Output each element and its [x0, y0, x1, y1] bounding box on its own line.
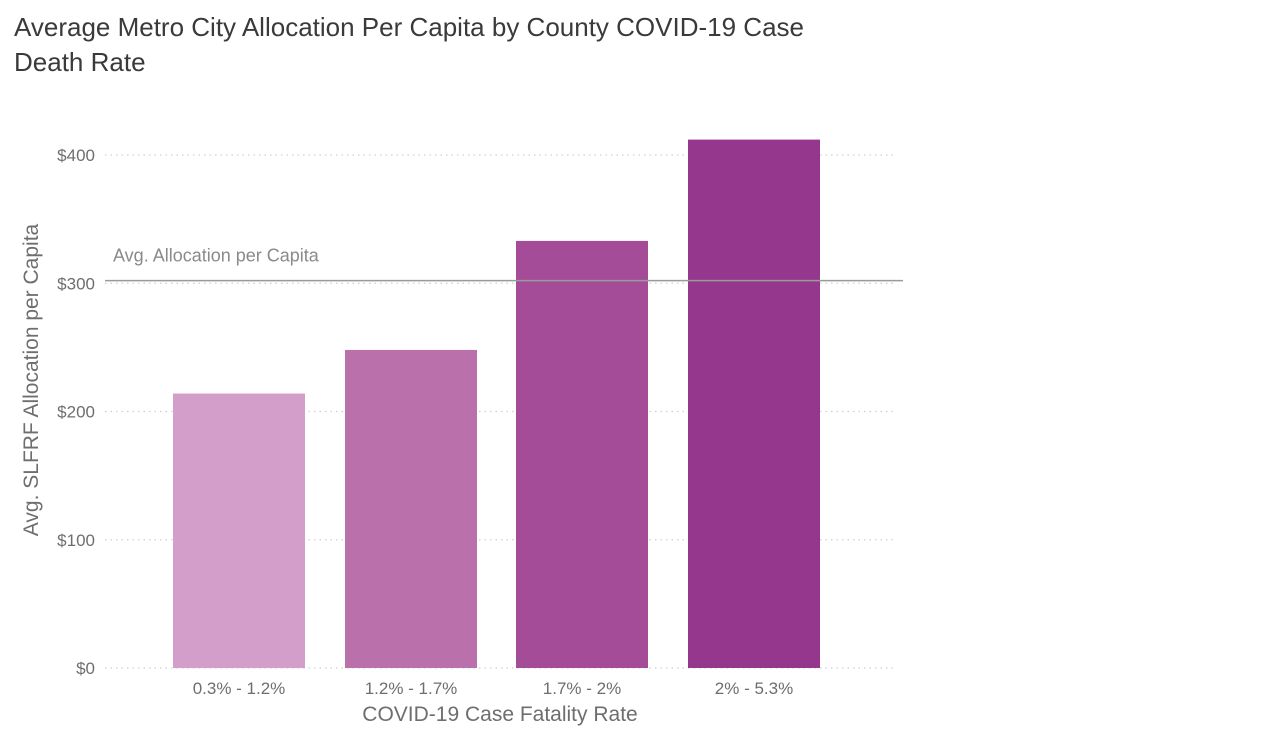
reference-line-label: Avg. Allocation per Capita [113, 246, 320, 266]
bars [173, 139, 820, 669]
y-tick-label: $200 [57, 403, 95, 422]
x-tick-label: 2% - 5.3% [715, 679, 793, 698]
x-axis-title: COVID-19 Case Fatality Rate [362, 703, 637, 726]
bar [173, 393, 305, 668]
x-tick-label: 1.2% - 1.7% [365, 679, 458, 698]
reference-line-group: Avg. Allocation per Capita [105, 246, 903, 282]
y-axis-ticks: $0 $100 $200 $300 $400 [57, 146, 95, 678]
x-axis-ticks: 0.3% - 1.2% 1.2% - 1.7% 1.7% - 2% 2% - 5.3% [193, 679, 794, 698]
y-tick-label: $100 [57, 531, 95, 550]
chart-title: Average Metro City Allocation Per Capita… [14, 12, 804, 77]
y-tick-label: $300 [57, 274, 95, 293]
x-tick-label: 1.7% - 2% [543, 679, 621, 698]
y-tick-label: $0 [76, 659, 95, 678]
x-tick-label: 0.3% - 1.2% [193, 679, 286, 698]
bar [688, 139, 820, 669]
y-tick-label: $400 [57, 146, 95, 165]
bar [516, 240, 648, 669]
y-axis-title: Avg. SLFRF Allocation per Capita [20, 223, 43, 536]
bar [345, 349, 477, 668]
